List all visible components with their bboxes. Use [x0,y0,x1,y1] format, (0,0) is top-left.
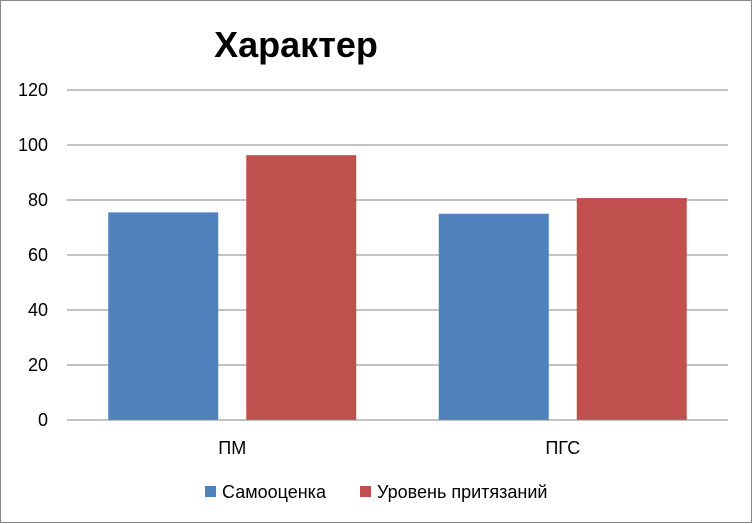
y-tick-label: 20 [28,355,48,375]
y-tick-label: 0 [38,410,48,430]
legend: Самооценка Уровень притязаний [205,482,547,502]
legend-label: Уровень притязаний [377,482,547,502]
chart-title: Характер [214,24,378,65]
x-tick-label: ПГС [545,438,580,458]
y-tick-label: 80 [28,190,48,210]
y-tick-label: 40 [28,300,48,320]
legend-label: Самооценка [222,482,327,502]
bar [108,212,219,420]
bar [246,155,357,421]
y-axis-tick-labels: 0 20 40 60 80 100 120 [18,80,48,430]
bars [108,155,687,421]
y-tick-label: 100 [18,135,48,155]
legend-swatch [360,486,371,497]
legend-swatch [205,486,216,497]
x-axis-tick-labels: ПМ ПГС [218,438,580,458]
bar [576,198,687,420]
x-tick-label: ПМ [218,438,246,458]
bar [438,213,549,420]
y-tick-label: 120 [18,80,48,100]
y-tick-label: 60 [28,245,48,265]
